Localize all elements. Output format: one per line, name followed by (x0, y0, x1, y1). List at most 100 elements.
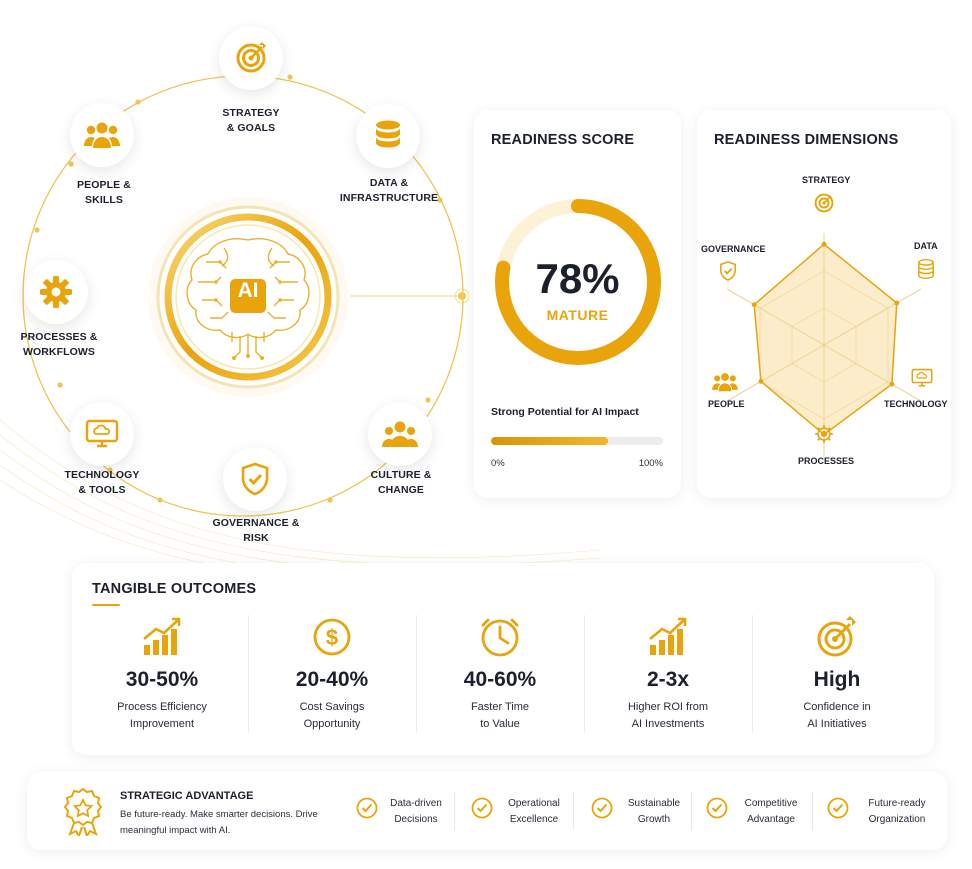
node-culture[interactable] (368, 402, 432, 466)
node-strategy[interactable] (219, 26, 283, 90)
node-governance-label: GOVERNANCE & RISK (212, 517, 300, 544)
gear-icon (40, 276, 72, 308)
monitor-cloud-icon (911, 368, 933, 387)
people-icon (712, 373, 738, 392)
outcome-item: $ 20-40% Cost Savings Opportunity (248, 611, 416, 739)
tangible-outcomes-card: TANGIBLE OUTCOMES 30-50% Process Efficie… (72, 563, 934, 755)
ai-core (148, 197, 348, 397)
radar-point (889, 381, 895, 387)
progress-min-label: 0% (491, 458, 505, 469)
monitor-cloud-icon (85, 419, 119, 448)
divider (584, 615, 585, 733)
radar-point (751, 302, 757, 308)
outcome-desc: Faster Time to Value (470, 701, 530, 730)
shield-check-icon (241, 462, 269, 496)
database-icon (918, 258, 934, 280)
outcome-desc: Cost Savings Opportunity (299, 701, 365, 730)
progress-max-label: 100% (638, 458, 663, 469)
node-technology-label: TECHNOLOGY & TOOLS (64, 469, 140, 496)
divider (812, 792, 813, 830)
radar-spoke (823, 288, 922, 346)
strategic-title: STRATEGIC ADVANTAGE (120, 790, 254, 802)
node-governance[interactable] (223, 447, 287, 511)
radar-data-area (753, 243, 898, 436)
outcome-item: 2-3x Higher ROI from AI Investments (584, 611, 752, 739)
radar-point (758, 379, 764, 384)
clock-icon (481, 618, 519, 657)
shield-check-icon (720, 261, 736, 281)
readiness-dimensions-title: READINESS DIMENSIONS (714, 132, 899, 148)
readiness-score-value: 78% (535, 255, 620, 302)
strategic-desc: Be future-ready. Make smarter decisions.… (120, 809, 318, 836)
outcome-item: High Confidence in AI Initiatives (753, 611, 921, 739)
radar-label-data: DATA (914, 241, 938, 251)
divider (454, 792, 455, 830)
outcome-item: 40-60% Faster Time to Value (416, 611, 584, 739)
readiness-score-title: READINESS SCORE (491, 132, 635, 148)
ai-core-label: AI (237, 279, 259, 302)
radar-point (894, 300, 900, 306)
outcome-desc: Confidence in AI Initiatives (803, 701, 871, 730)
svg-text:$: $ (326, 625, 338, 650)
check-circle-icon (706, 797, 728, 819)
advantage-item: Sustainable Growth (591, 794, 703, 830)
outcome-value: 20-40% (295, 668, 369, 691)
check-circle-icon (827, 797, 849, 819)
outcome-value: 40-60% (463, 668, 537, 691)
award-badge-icon (63, 787, 103, 836)
advantage-item: Data-driven Decisions (356, 794, 468, 830)
strategic-advantage-bar: STRATEGIC ADVANTAGE Be future-ready. Mak… (27, 772, 947, 850)
check-circle-icon (591, 797, 613, 819)
node-technology[interactable] (70, 402, 134, 466)
radar-label-processes: PROCESSES (798, 456, 855, 466)
potential-progress-bar (491, 437, 663, 445)
radar-point (821, 241, 827, 247)
readiness-dimensions-card: READINESS DIMENSIONS STRATEGY DATA TECHN… (697, 110, 951, 498)
readiness-gauge (495, 199, 661, 365)
growth-chart-icon (649, 617, 687, 655)
node-data-label: DATA & INFRASTRUCTURE (339, 177, 439, 204)
node-people[interactable] (70, 103, 134, 167)
radar-label-people: PEOPLE (708, 399, 745, 409)
readiness-status: MATURE (546, 307, 609, 323)
divider (248, 615, 249, 733)
outcome-desc: Higher ROI from AI Investments (627, 701, 709, 730)
outcome-value: 30-50% (125, 668, 199, 691)
outcomes-title: TANGIBLE OUTCOMES (92, 581, 257, 597)
outcome-item: 30-50% Process Efficiency Improvement (78, 611, 246, 739)
advantage-item: Competitive Advantage (706, 794, 818, 830)
advantage-label: Sustainable Growth (627, 798, 681, 825)
outcome-value: High (813, 668, 861, 691)
title-underline (92, 604, 120, 606)
team-icon (382, 421, 418, 447)
divider (416, 615, 417, 733)
check-circle-icon (356, 797, 378, 819)
target-icon (817, 616, 856, 657)
ai-readiness-diagram: AI STRATEGY & GOALS DATA & INFRASTRUCTUR… (0, 0, 470, 560)
radar-chart (726, 233, 922, 457)
dollar-coin-icon: $ (313, 618, 351, 656)
database-icon (376, 120, 400, 148)
growth-chart-icon (143, 617, 181, 655)
radar-spoke (823, 344, 922, 402)
advantage-item: Operational Excellence (471, 794, 583, 830)
advantage-label: Competitive Advantage (744, 798, 798, 825)
advantage-label: Data-driven Decisions (390, 798, 442, 825)
node-processes[interactable] (24, 260, 88, 324)
advantage-item: Future-ready Organization (827, 794, 942, 830)
outcome-desc: Process Efficiency Improvement (117, 701, 207, 730)
potential-label: Strong Potential for AI Impact (491, 406, 639, 418)
node-culture-label: CULTURE & CHANGE (370, 469, 432, 496)
target-icon (814, 193, 834, 213)
radar-label-governance: GOVERNANCE (701, 244, 766, 254)
radar-spoke (726, 288, 825, 346)
divider (691, 792, 692, 830)
advantage-label: Future-ready Organization (868, 798, 926, 825)
readiness-score-card: READINESS SCORE 78% MATURE Strong Potent… (474, 110, 681, 498)
people-icon (84, 122, 120, 148)
node-processes-label: PROCESSES & WORKFLOWS (20, 331, 98, 358)
check-circle-icon (471, 797, 493, 819)
radar-label-technology: TECHNOLOGY (884, 399, 948, 409)
node-data[interactable] (356, 104, 420, 168)
node-strategy-label: STRATEGY & GOALS (222, 107, 280, 134)
